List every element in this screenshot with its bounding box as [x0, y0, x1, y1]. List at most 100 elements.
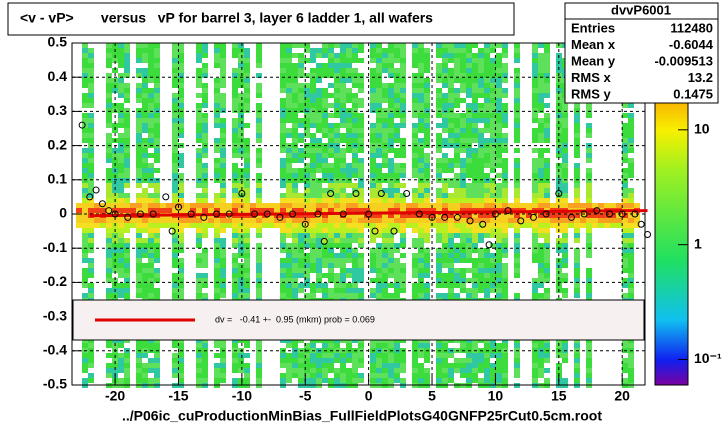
heatmap-cell [412, 218, 418, 223]
heatmap-cell [304, 238, 310, 243]
heatmap-cell [286, 83, 292, 88]
heatmap-cell [448, 53, 454, 58]
profile-point [415, 210, 423, 218]
heatmap-cell [478, 283, 484, 288]
heatmap-cell [400, 168, 406, 173]
heatmap-cell [496, 113, 502, 118]
heatmap-cell [514, 263, 520, 268]
heatmap-cell [148, 178, 154, 183]
heatmap-cell [118, 183, 124, 188]
heatmap-cell [436, 93, 442, 98]
heatmap-cell [628, 188, 634, 193]
heatmap-cell [370, 163, 376, 168]
heatmap-cell [154, 363, 160, 368]
heatmap-cell [382, 158, 388, 163]
heatmap-cell [346, 233, 352, 238]
heatmap-cell [412, 343, 418, 348]
heatmap-cell [370, 288, 376, 293]
heatmap-cell [460, 363, 466, 368]
heatmap-cell [148, 173, 154, 178]
heatmap-cell [394, 208, 400, 213]
heatmap-cell [442, 293, 448, 298]
heatmap-cell [280, 113, 286, 118]
heatmap-cell [154, 83, 160, 88]
heatmap-cell [634, 203, 640, 208]
heatmap-cell [352, 353, 358, 358]
heatmap-cell [310, 228, 316, 233]
heatmap-cell [340, 198, 346, 203]
heatmap-cell [148, 88, 154, 93]
heatmap-cell [82, 363, 88, 368]
heatmap-cell [568, 223, 574, 228]
heatmap-cell [202, 133, 208, 138]
heatmap-cell [220, 173, 226, 178]
heatmap-cell [286, 168, 292, 173]
heatmap-cell [124, 293, 130, 298]
heatmap-cell [574, 273, 580, 278]
heatmap-cell [328, 228, 334, 233]
plot-layer: 10110⁻¹-0.5-0.4-0.3-0.2-0.100.10.20.30.4… [43, 34, 722, 404]
heatmap-cell [334, 188, 340, 193]
heatmap-cell [202, 83, 208, 88]
heatmap-cell [622, 148, 628, 153]
heatmap-cell [502, 263, 508, 268]
heatmap-cell [178, 63, 184, 68]
heatmap-cell [106, 103, 112, 108]
heatmap-cell [256, 58, 262, 63]
heatmap-cell [262, 223, 268, 228]
heatmap-cell [388, 83, 394, 88]
heatmap-cell [142, 93, 148, 98]
heatmap-cell [628, 233, 634, 238]
heatmap-cell [496, 148, 502, 153]
heatmap-cell [442, 278, 448, 283]
heatmap-cell [538, 108, 544, 113]
heatmap-cell [424, 113, 430, 118]
heatmap-cell [430, 223, 436, 228]
heatmap-cell [388, 138, 394, 143]
heatmap-cell [202, 248, 208, 253]
heatmap-cell [100, 218, 106, 223]
heatmap-cell [442, 243, 448, 248]
heatmap-cell [106, 233, 112, 238]
heatmap-cell [244, 223, 250, 228]
heatmap-cell [388, 43, 394, 48]
heatmap-cell [340, 103, 346, 108]
heatmap-cell [436, 48, 442, 53]
heatmap-cell [478, 378, 484, 383]
heatmap-cell [214, 43, 220, 48]
heatmap-cell [532, 48, 538, 53]
heatmap-cell [232, 188, 238, 193]
heatmap-cell [82, 58, 88, 63]
heatmap-cell [322, 293, 328, 298]
heatmap-cell [442, 113, 448, 118]
heatmap-cell [358, 168, 364, 173]
heatmap-cell [400, 273, 406, 278]
heatmap-cell [214, 283, 220, 288]
heatmap-cell [400, 88, 406, 93]
heatmap-cell [238, 273, 244, 278]
heatmap-cell [280, 158, 286, 163]
heatmap-cell [544, 293, 550, 298]
heatmap-cell [592, 203, 598, 208]
heatmap-cell [514, 233, 520, 238]
heatmap-cell [562, 358, 568, 363]
heatmap-cell [334, 223, 340, 228]
heatmap-cell [544, 223, 550, 228]
heatmap-cell [406, 223, 412, 228]
heatmap-cell [436, 233, 442, 238]
heatmap-cell [370, 203, 376, 208]
heatmap-cell [214, 178, 220, 183]
heatmap-cell [196, 48, 202, 53]
heatmap-cell [454, 68, 460, 73]
heatmap-cell [256, 153, 262, 158]
heatmap-cell [220, 118, 226, 123]
heatmap-cell [346, 273, 352, 278]
heatmap-cell [442, 138, 448, 143]
heatmap-cell [154, 188, 160, 193]
heatmap-cell [316, 88, 322, 93]
heatmap-cell [424, 108, 430, 113]
heatmap-cell [112, 148, 118, 153]
heatmap-cell [328, 378, 334, 383]
heatmap-cell [628, 103, 634, 108]
profile-point [428, 213, 436, 221]
